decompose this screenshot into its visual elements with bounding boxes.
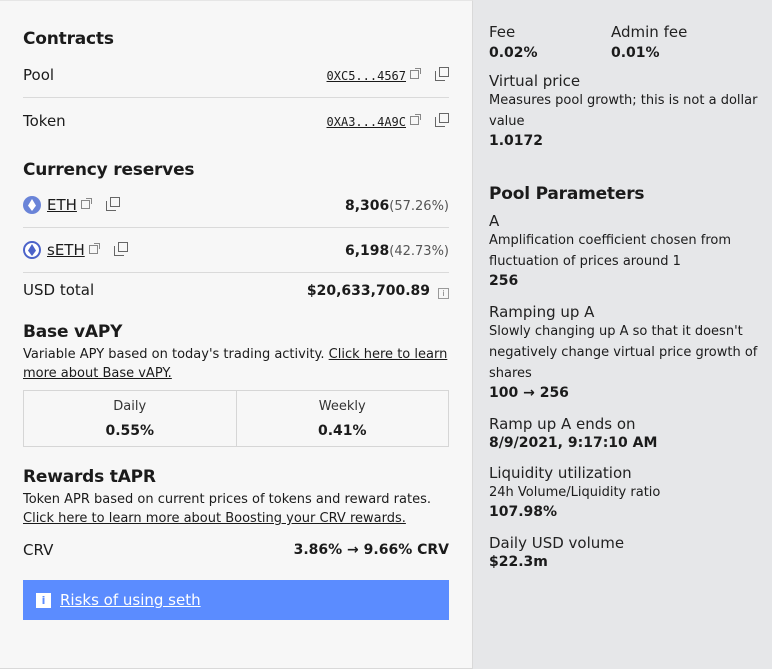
virtual-price-desc: Measures pool growth; this is not a doll… [489, 93, 758, 129]
reserve-amount-eth: 8,306(57.26%) [345, 196, 449, 214]
pool-label: Pool [23, 66, 55, 84]
token-label: Token [23, 111, 66, 130]
fee-block: Fee 0.02% Admin fee 0.01% [489, 23, 759, 61]
pool-address-group: 0XC5...4567 [327, 66, 449, 84]
ramping-desc: Slowly changing up A so that it doesn't … [489, 324, 758, 381]
pool-info-sidebar [473, 0, 772, 669]
virtual-price-value: 1.0172 [489, 133, 544, 149]
liquidity-label: Liquidity utilization [489, 464, 632, 482]
admin-fee-label: Admin fee [611, 23, 688, 41]
virtual-price-block: Virtual price Measures pool growth; this… [489, 72, 759, 149]
token-address-link[interactable]: 0XA3...4A9C [326, 114, 406, 129]
copy-icon[interactable] [105, 197, 120, 211]
rewards-tapr-title: Rewards tAPR [23, 467, 156, 487]
apy-weekly-cell: Weekly 0.41% [235, 391, 449, 446]
usd-total-label: USD total [23, 281, 95, 299]
rewards-learn-more-link[interactable]: Click here to learn more about Boosting … [23, 511, 406, 526]
liquidity-block: Liquidity utilization 24h Volume/Liquidi… [489, 464, 759, 520]
ramping-label: Ramping up A [489, 303, 595, 321]
fee-group: Fee 0.02% [489, 23, 611, 61]
risks-banner[interactable]: i Risks of using seth [23, 580, 449, 620]
apy-weekly-value: 0.41% [317, 423, 367, 439]
seth-percent: (42.73%) [389, 244, 449, 259]
base-vapy-title: Base vAPY [23, 322, 123, 342]
pool-contract-row: Pool 0XC5...4567 [23, 53, 449, 98]
admin-fee-group: Admin fee 0.01% [611, 23, 687, 61]
reserves-list: ETH 8,306(57.26%) sETH 6,198(42.73%) USD… [23, 183, 449, 307]
apy-table: Daily 0.55% Weekly 0.41% [23, 390, 449, 447]
base-vapy-desc-text: Variable APY based on today's trading ac… [23, 347, 329, 362]
fee-label: Fee [489, 23, 516, 41]
apy-daily-label: Daily [113, 399, 147, 414]
rewards-description: Token APR based on current prices of tok… [23, 490, 449, 528]
info-icon[interactable]: i [438, 288, 449, 299]
reserve-coin-eth: ETH [23, 196, 120, 214]
apy-daily-value: 0.55% [105, 423, 155, 439]
usd-total-row: USD total $20,633,700.89 i [23, 273, 449, 307]
external-link-icon[interactable] [88, 243, 100, 254]
crv-label: CRV [23, 541, 54, 559]
base-vapy-learn-more-link[interactable]: Click here to learn more about Base vAPY… [23, 347, 448, 381]
contracts-list: Pool 0XC5...4567 Token 0XA3...4A9C [23, 53, 449, 143]
external-link-icon[interactable] [410, 113, 421, 125]
reserve-row-eth: ETH 8,306(57.26%) [23, 183, 449, 228]
reserve-amount-seth: 6,198(42.73%) [345, 241, 449, 259]
reserve-coin-seth: sETH [23, 241, 128, 259]
pool-details-panel: Contracts Pool 0XC5...4567 Token 0XA3...… [0, 0, 473, 669]
pool-parameters-title: Pool Parameters [489, 184, 645, 204]
base-vapy-description: Variable APY based on today's trading ac… [23, 345, 449, 383]
info-icon: i [36, 592, 51, 608]
crv-row: CRV 3.86% → 9.66% CRV [23, 529, 449, 571]
daily-volume-value: $22.3m [489, 554, 548, 570]
token-contract-row: Token 0XA3...4A9C [23, 98, 449, 143]
copy-icon[interactable] [435, 112, 449, 127]
external-link-icon[interactable] [410, 68, 421, 79]
pool-address-link[interactable]: 0XC5...4567 [326, 69, 406, 83]
external-link-icon[interactable] [80, 198, 92, 209]
daily-volume-block: Daily USD volume $22.3m [489, 534, 759, 570]
a-param-block: A Amplification coefficient chosen from … [489, 212, 759, 289]
apy-weekly-label: Weekly [318, 399, 366, 414]
fee-value: 0.02% [489, 45, 538, 61]
contracts-title: Contracts [23, 29, 114, 49]
seth-icon [23, 241, 41, 259]
seth-amount: 6,198 [344, 243, 390, 259]
admin-fee-value: 0.01% [611, 45, 660, 61]
eth-link[interactable]: ETH [47, 196, 77, 214]
currency-reserves-title: Currency reserves [23, 160, 195, 180]
ramp-end-label: Ramp up A ends on [489, 415, 636, 433]
seth-link[interactable]: sETH [47, 241, 85, 259]
apy-daily-cell: Daily 0.55% [24, 391, 236, 446]
daily-volume-label: Daily USD volume [489, 534, 625, 552]
ramping-value: 100 → 256 [489, 385, 569, 401]
eth-amount: 8,306 [344, 198, 390, 214]
virtual-price-label: Virtual price [489, 72, 581, 90]
ramp-end-value: 8/9/2021, 9:17:10 AM [489, 435, 658, 451]
a-label: A [489, 212, 500, 230]
token-address-group: 0XA3...4A9C [327, 112, 449, 130]
ramping-block: Ramping up A Slowly changing up A so tha… [489, 303, 759, 401]
eth-icon [23, 196, 41, 214]
ramp-end-block: Ramp up A ends on 8/9/2021, 9:17:10 AM [489, 415, 759, 451]
usd-total-group: $20,633,700.89 i [307, 281, 449, 299]
crv-apr-value: 3.86% → 9.66% CRV [293, 542, 449, 558]
reserve-row-seth: sETH 6,198(42.73%) [23, 228, 449, 273]
copy-icon[interactable] [113, 242, 128, 256]
liquidity-value: 107.98% [489, 504, 558, 520]
rewards-desc-text: Token APR based on current prices of tok… [23, 492, 431, 507]
a-value: 256 [489, 273, 519, 289]
liquidity-desc: 24h Volume/Liquidity ratio [489, 485, 661, 500]
a-desc: Amplification coefficient chosen from fl… [489, 233, 731, 269]
usd-total-value: $20,633,700.89 [306, 283, 430, 299]
risks-link[interactable]: Risks of using seth [60, 591, 201, 609]
copy-icon[interactable] [435, 67, 449, 81]
eth-percent: (57.26%) [389, 199, 449, 214]
